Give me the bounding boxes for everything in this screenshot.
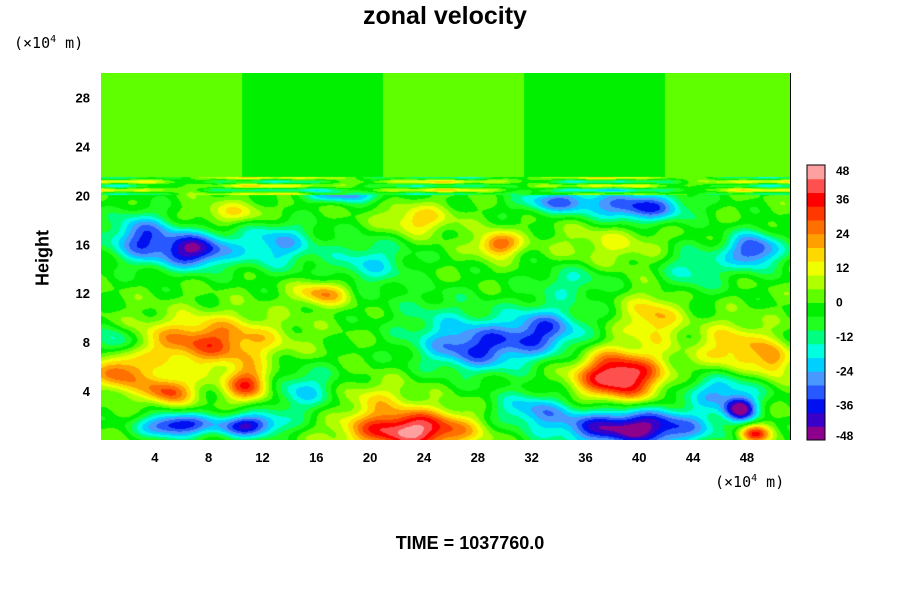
y-tick-label: 4 xyxy=(83,384,91,399)
x-tick-label: 12 xyxy=(255,450,269,465)
x-tick-label: 28 xyxy=(471,450,485,465)
colorbar-swatch xyxy=(807,371,825,386)
colorbar-swatch xyxy=(807,330,825,345)
y-tick-label: 12 xyxy=(76,286,90,301)
x-tick-label: 44 xyxy=(686,450,701,465)
y-tick-label: 20 xyxy=(76,188,90,203)
colorbar-swatch xyxy=(807,275,825,290)
x-tick-label: 4 xyxy=(151,450,159,465)
y-unit-prefix: (×10 xyxy=(14,34,51,52)
x-tick-label: 36 xyxy=(578,450,592,465)
x-tick-label: 20 xyxy=(363,450,377,465)
x-tick-label: 24 xyxy=(417,450,432,465)
colorbar-swatch xyxy=(807,247,825,262)
colorbar-swatch xyxy=(807,412,825,427)
plot-area xyxy=(101,73,791,440)
y-unit-suffix: m) xyxy=(56,34,84,52)
colorbar-tick-label: -12 xyxy=(836,330,854,344)
y-axis-unit: (×104 m) xyxy=(14,34,83,52)
colorbar-swatch xyxy=(807,426,825,441)
x-unit-prefix: (×10 xyxy=(715,473,752,491)
x-unit-suffix: m) xyxy=(757,473,785,491)
x-tick-label: 40 xyxy=(632,450,646,465)
y-tick-label: 24 xyxy=(76,139,91,154)
chart-title: zonal velocity xyxy=(363,2,527,30)
colorbar-swatch xyxy=(807,178,825,193)
x-unit-exponent: 4 xyxy=(751,473,758,484)
y-tick-label: 28 xyxy=(76,90,90,105)
time-label: TIME = 1037760.0 xyxy=(395,533,545,553)
colorbar-frame xyxy=(806,164,826,441)
colorbar-swatch xyxy=(807,302,825,317)
colorbar-tick-label: 0 xyxy=(836,296,843,310)
colorbar-swatch xyxy=(807,288,825,303)
colorbar-swatch xyxy=(807,165,825,180)
colorbar-tick-label: -48 xyxy=(836,429,854,443)
colorbar-swatch xyxy=(807,398,825,413)
y-axis-ticks: 4 8 12 16 20 24 28 xyxy=(76,90,91,399)
colorbar-swatch xyxy=(807,206,825,221)
y-unit-exponent: 4 xyxy=(50,34,57,45)
x-tick-label: 8 xyxy=(205,450,212,465)
colorbar-swatch xyxy=(807,343,825,358)
colorbar-tick-label: 36 xyxy=(836,192,850,206)
x-tick-label: 16 xyxy=(309,450,323,465)
x-tick-label: 32 xyxy=(524,450,538,465)
colorbar: 48 36 24 12 0 -12 -24 -36 -48 xyxy=(806,164,854,443)
velocity-field xyxy=(101,73,790,440)
x-tick-label: 48 xyxy=(740,450,754,465)
colorbar-swatch xyxy=(807,261,825,276)
colorbar-tick-label: -24 xyxy=(836,364,854,378)
colorbar-tick-label: -36 xyxy=(836,399,854,413)
x-axis-unit: (×104 m) xyxy=(715,473,784,491)
colorbar-swatch xyxy=(807,192,825,207)
y-tick-label: 16 xyxy=(76,237,90,252)
colorbar-tick-label: 12 xyxy=(836,261,850,275)
colorbar-tick-label: 24 xyxy=(836,227,850,241)
x-axis-ticks: 4 8 12 16 20 24 28 32 36 40 44 48 xyxy=(151,450,754,465)
colorbar-swatch xyxy=(807,233,825,248)
colorbar-swatch xyxy=(807,357,825,372)
colorbar-swatch xyxy=(807,385,825,400)
colorbar-tick-label: 48 xyxy=(836,164,850,178)
y-tick-label: 8 xyxy=(83,335,90,350)
colorbar-swatch xyxy=(807,220,825,235)
colorbar-swatch xyxy=(807,316,825,331)
